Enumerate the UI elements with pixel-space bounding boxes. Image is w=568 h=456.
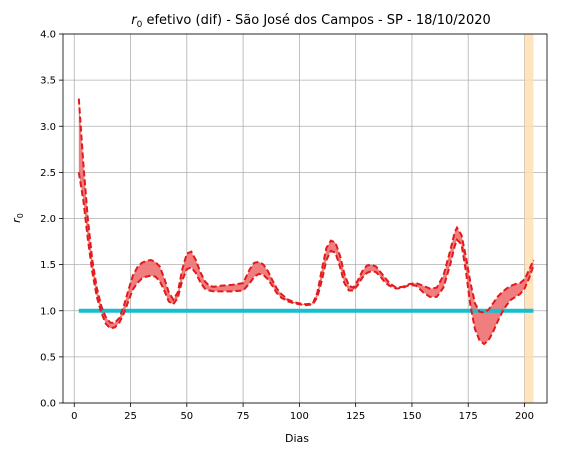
y-tick-label: 2.5 (40, 168, 56, 179)
chart-title: r0 efetivo (dif) - São José dos Campos -… (131, 13, 491, 30)
y-tick-label: 0.5 (40, 352, 56, 363)
y-tick-label: 1.0 (40, 306, 56, 317)
y-axis-ticks: 0.0 0.5 1.0 1.5 2.0 2.5 3.0 3.5 4.0 (40, 30, 63, 410)
x-tick-label: 150 (402, 411, 421, 422)
upper-bound-line (77, 98, 535, 324)
confidence-band (78, 98, 534, 344)
x-tick-label: 75 (237, 411, 250, 422)
y-tick-label: 4.0 (40, 30, 56, 41)
x-tick-label: 50 (180, 411, 193, 422)
shaded-region (524, 34, 534, 403)
title-subscript: 0 (137, 20, 143, 30)
y-tick-label: 2.0 (40, 214, 56, 225)
title-r: r (131, 13, 138, 28)
y-tick-label: 1.5 (40, 260, 56, 271)
lower-bound-line (77, 172, 535, 346)
y-tick-label: 0.0 (40, 399, 56, 410)
x-axis-label: Dias (285, 432, 309, 445)
y-axis-label: r0 (10, 213, 25, 223)
x-tick-label: 100 (290, 411, 309, 422)
y-axis-label-r: r (10, 217, 23, 223)
x-tick-label: 0 (71, 411, 77, 422)
y-tick-label: 3.0 (40, 122, 56, 133)
y-axis-label-sub: 0 (16, 213, 25, 218)
x-axis-ticks: 0 25 50 75 100 125 150 175 200 (71, 403, 534, 422)
x-tick-label: 200 (515, 411, 534, 422)
title-text: efetivo (dif) - São José dos Campos - SP… (142, 13, 490, 28)
x-tick-label: 175 (459, 411, 478, 422)
x-tick-label: 125 (346, 411, 365, 422)
y-tick-label: 3.5 (40, 76, 56, 87)
grid (63, 33, 547, 404)
x-tick-label: 25 (124, 411, 137, 422)
